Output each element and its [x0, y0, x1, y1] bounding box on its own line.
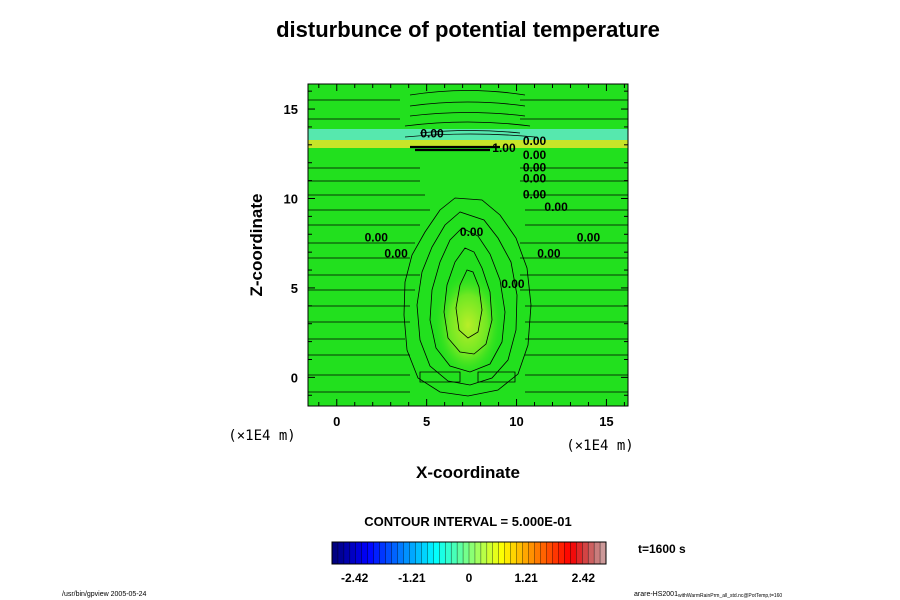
- colorbar-cell: [415, 541, 422, 565]
- colorbar-cell: [468, 541, 476, 565]
- colorbar-cell: [367, 541, 375, 565]
- cold-anomaly-band: [308, 129, 628, 140]
- colorbar-tick-labels: -2.42 -1.21 0 1.21 2.42: [341, 571, 595, 585]
- colorbar-tick-label: -2.42: [341, 571, 369, 585]
- colorbar-cell: [444, 541, 452, 565]
- warm-bubble-core: [433, 270, 503, 380]
- contour-label: 1.00: [492, 141, 516, 155]
- colorbar-cell: [492, 541, 500, 565]
- colorbar-cell: [581, 541, 589, 565]
- colorbar-cell: [593, 541, 601, 565]
- colorbar-cell: [361, 541, 369, 565]
- contour-label: 0.00: [523, 187, 547, 201]
- colorbar-cell: [373, 541, 381, 565]
- x-axis-label: X-coordinate: [416, 463, 520, 482]
- colorbar-cell: [576, 541, 583, 565]
- colorbar-cell: [379, 541, 387, 565]
- colorbar-cell: [385, 541, 393, 565]
- footer-right: arare-HS2001withWarmRainPrm_all_std.nc@P…: [634, 591, 782, 599]
- x-tick-labels: 0 5 10 15: [333, 414, 614, 429]
- colorbar-cell: [587, 541, 595, 565]
- contour-label: 0.00: [523, 161, 547, 175]
- colorbar-cell: [421, 541, 428, 565]
- colorbar-cell: [552, 541, 559, 565]
- contour-label: 0.00: [420, 127, 444, 141]
- colorbar-cell: [349, 541, 357, 565]
- colorbar-cell: [558, 541, 565, 565]
- colorbar-cell: [522, 541, 530, 565]
- y-axis-label: Z-coordinate: [247, 194, 266, 297]
- contour-label: 0.00: [460, 225, 484, 239]
- colorbar-cell: [355, 541, 363, 565]
- warm-anomaly-band: [308, 140, 628, 148]
- colorbar: -2.42 -1.21 0 1.21 2.42: [331, 541, 607, 585]
- contour-label: 0.00: [537, 247, 561, 261]
- colorbar-cell: [403, 541, 410, 565]
- contour-label: 0.00: [523, 171, 547, 185]
- y-tick-labels: 0 5 10 15: [284, 102, 298, 385]
- y-tick-label: 0: [291, 370, 298, 385]
- x-tick-label: 0: [333, 414, 340, 429]
- time-label: t=1600 s: [638, 542, 686, 556]
- colorbar-cell: [433, 541, 440, 565]
- x-unit-right: (×1E4 m): [566, 438, 633, 454]
- colorbar-cell: [546, 541, 553, 565]
- y-tick-label: 10: [284, 191, 298, 206]
- colorbar-cell: [331, 541, 339, 565]
- colorbar-tick-label: 0: [466, 571, 473, 585]
- colorbar-cell: [540, 541, 547, 565]
- x-tick-label: 15: [599, 414, 613, 429]
- contour-label: 0.00: [523, 134, 547, 148]
- colorbar-cell: [450, 541, 458, 565]
- colorbar-cell: [510, 541, 518, 565]
- colorbar-cell: [391, 541, 398, 565]
- colorbar-cell: [599, 541, 607, 565]
- colorbar-cell: [480, 541, 488, 565]
- colorbar-cells: [331, 541, 607, 565]
- colorbar-cell: [462, 541, 470, 565]
- contour-interval-label: CONTOUR INTERVAL = 5.000E-01: [364, 514, 571, 529]
- colorbar-cell: [439, 541, 446, 565]
- plot-frame: [307, 83, 629, 407]
- x-tick-label: 10: [509, 414, 523, 429]
- contour-label: 0.00: [523, 148, 547, 162]
- colorbar-tick-label: 2.42: [572, 571, 596, 585]
- colorbar-tick-label: 1.21: [514, 571, 538, 585]
- contour-label: 0.00: [544, 200, 568, 214]
- colorbar-cell: [343, 541, 351, 565]
- contour-label: 0.00: [501, 277, 525, 291]
- colorbar-cell: [570, 541, 577, 565]
- colorbar-cell: [474, 541, 482, 565]
- colorbar-cell: [456, 541, 464, 565]
- colorbar-cell: [516, 541, 524, 565]
- colorbar-cell: [397, 541, 404, 565]
- contour-labels: 0.000.001.000.000.000.000.000.000.00 0.00…: [365, 127, 601, 291]
- y-tick-label: 5: [291, 281, 298, 296]
- colorbar-cell: [498, 541, 506, 565]
- contour-label: 0.00: [365, 230, 389, 244]
- plot-area: 0.000.001.000.000.000.000.000.000.00 0.00…: [307, 83, 629, 407]
- chart-title: disturbunce of potential temperature: [276, 17, 660, 42]
- colorbar-frame: [331, 541, 607, 565]
- x-tick-label: 5: [423, 414, 430, 429]
- colorbar-cell: [534, 541, 541, 565]
- colorbar-cell: [486, 541, 494, 565]
- footer-left: /usr/bin/gpview 2005-05-24: [62, 591, 147, 598]
- colorbar-tick-label: -1.21: [398, 571, 426, 585]
- footer-right-sub: withWarmRainPrm_all_std.nc@PotTemp,t=160: [678, 593, 782, 599]
- x-unit-left: (×1E4 m): [228, 428, 295, 444]
- colorbar-cell: [528, 541, 535, 565]
- colorbar-cell: [409, 541, 416, 565]
- contour-lines: [308, 90, 628, 397]
- colorbar-cell: [337, 541, 345, 565]
- colorbar-cell: [504, 541, 512, 565]
- contour-label: 0.00: [384, 247, 408, 261]
- footer-right-main: arare-HS2001: [634, 591, 678, 598]
- colorbar-cell: [427, 541, 434, 565]
- contour-label: 0.00: [577, 230, 601, 244]
- y-tick-label: 15: [284, 102, 298, 117]
- colorbar-cell: [564, 541, 571, 565]
- axis-ticks: [308, 84, 628, 406]
